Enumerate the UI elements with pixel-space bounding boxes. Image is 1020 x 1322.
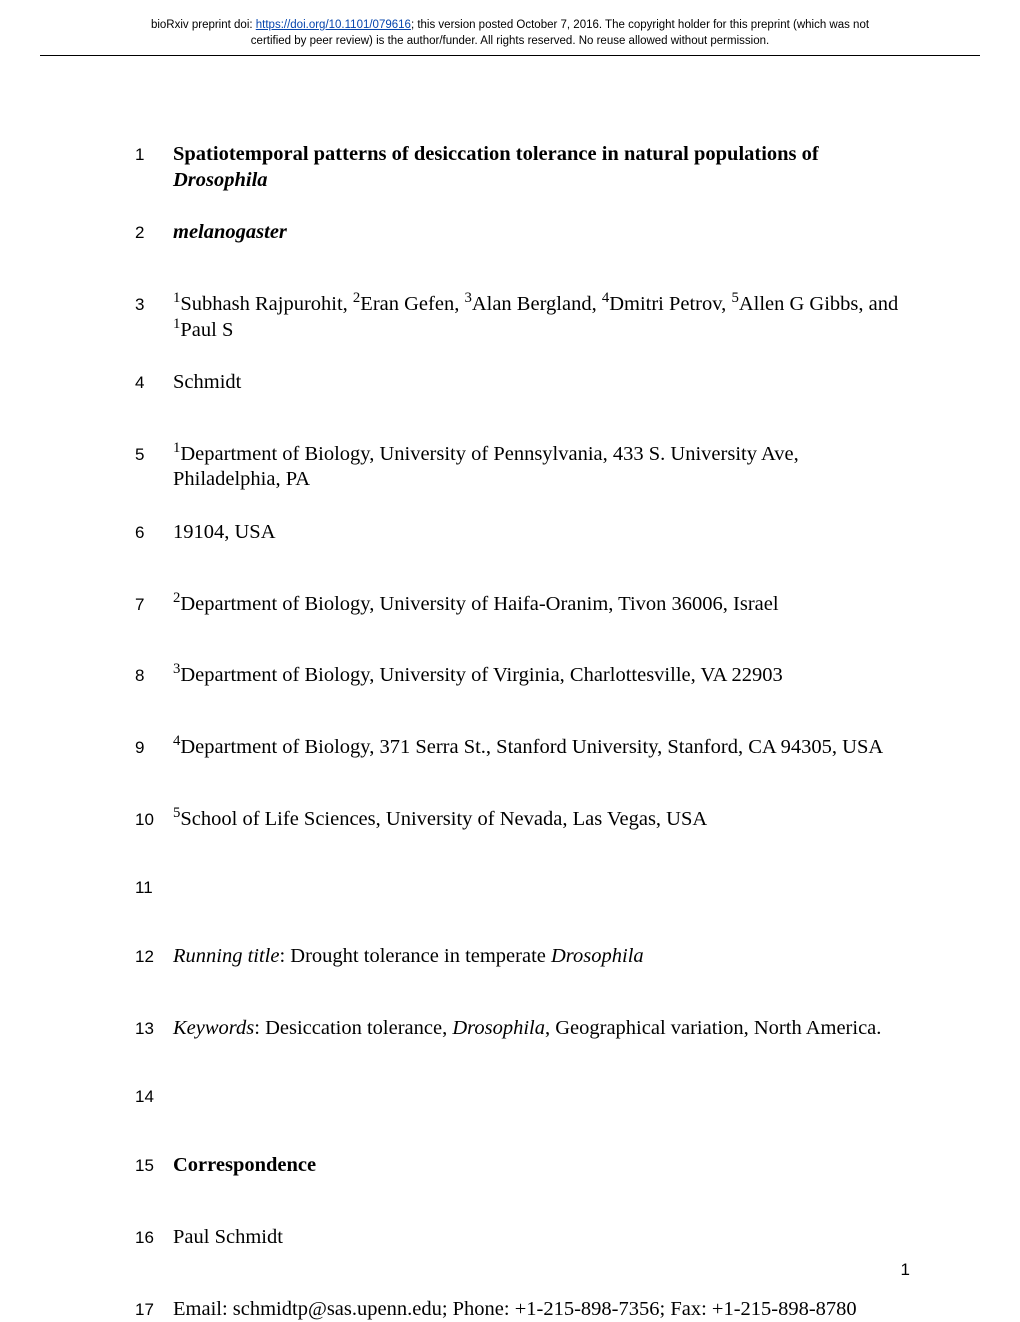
- preprint-header: bioRxiv preprint doi: https://doi.org/10…: [0, 0, 1020, 55]
- line-number: 8: [135, 666, 173, 686]
- affiliation-2: 2Department of Biology, University of Ha…: [173, 592, 779, 618]
- line-number: 6: [135, 523, 173, 543]
- line-number: 10: [135, 810, 173, 830]
- content: 1 Spatiotemporal patterns of desiccation…: [0, 56, 1020, 1322]
- line-11: 11: [135, 878, 910, 898]
- affiliation-5: 5School of Life Sciences, University of …: [173, 807, 707, 833]
- line-2: 2 melanogaster: [135, 220, 910, 246]
- line-number: 17: [135, 1300, 173, 1320]
- preprint-line2: certified by peer review) is the author/…: [251, 35, 769, 47]
- line-6: 6 19104, USA: [135, 520, 910, 546]
- line-number: 7: [135, 595, 173, 615]
- correspondence-heading: Correspondence: [173, 1153, 316, 1179]
- running-title-text: : Drought tolerance in temperate: [279, 945, 551, 967]
- authors-line-1: 1Subhash Rajpurohit, 2Eran Gefen, 3Alan …: [173, 292, 910, 343]
- contact-info: Email: schmidtp@sas.upenn.edu; Phone: +1…: [173, 1297, 857, 1322]
- line-number: 11: [135, 878, 173, 898]
- affil-text: Department of Biology, 371 Serra St., St…: [180, 736, 883, 758]
- title-text: Spatiotemporal patterns of desiccation t…: [173, 143, 819, 165]
- preprint-line1-pre: bioRxiv preprint doi:: [151, 19, 256, 31]
- author-3: Alan Bergland,: [472, 293, 602, 315]
- line-number: 1: [135, 145, 173, 165]
- running-title: Running title: Drought tolerance in temp…: [173, 944, 644, 970]
- affil-text: Department of Biology, University of Hai…: [180, 593, 778, 615]
- line-4: 4 Schmidt: [135, 370, 910, 396]
- keywords-text-2: , Geographical variation, North America.: [545, 1017, 881, 1039]
- line-15: 15 Correspondence: [135, 1153, 910, 1179]
- authors-line-2: Schmidt: [173, 370, 241, 396]
- line-number: 9: [135, 738, 173, 758]
- line-16: 16 Paul Schmidt: [135, 1225, 910, 1251]
- line-14: 14: [135, 1087, 910, 1107]
- line-number: 14: [135, 1087, 173, 1107]
- line-number: 12: [135, 947, 173, 967]
- line-number: 15: [135, 1156, 173, 1176]
- line-number: 5: [135, 445, 173, 465]
- affil-text: Department of Biology, University of Vir…: [180, 664, 782, 686]
- author-4: Dmitri Petrov,: [609, 293, 731, 315]
- affiliation-1-line-1: 1Department of Biology, University of Pe…: [173, 442, 910, 493]
- page: bioRxiv preprint doi: https://doi.org/10…: [0, 0, 1020, 1320]
- author-5: Allen G Gibbs, and: [739, 293, 898, 315]
- line-13: 13 Keywords: Desiccation tolerance, Dros…: [135, 1016, 910, 1042]
- affil-text: Department of Biology, University of Pen…: [173, 443, 799, 491]
- line-number: 13: [135, 1019, 173, 1039]
- affiliation-4: 4Department of Biology, 371 Serra St., S…: [173, 735, 883, 761]
- title-line-1: Spatiotemporal patterns of desiccation t…: [173, 142, 910, 193]
- line-12: 12 Running title: Drought tolerance in t…: [135, 944, 910, 970]
- author-2: Eran Gefen,: [360, 293, 464, 315]
- affil-sup: 5: [731, 290, 738, 306]
- doi-link[interactable]: https://doi.org/10.1101/079616: [256, 19, 411, 31]
- line-17: 17 Email: schmidtp@sas.upenn.edu; Phone:…: [135, 1297, 910, 1322]
- preprint-line1-post: ; this version posted October 7, 2016. T…: [411, 19, 869, 31]
- keywords: Keywords: Desiccation tolerance, Drosoph…: [173, 1016, 881, 1042]
- line-10: 10 5School of Life Sciences, University …: [135, 807, 910, 833]
- keywords-species: Drosophila: [452, 1017, 545, 1039]
- line-7: 7 2Department of Biology, University of …: [135, 592, 910, 618]
- line-1: 1 Spatiotemporal patterns of desiccation…: [135, 142, 910, 193]
- page-number: 1: [901, 1260, 910, 1280]
- line-3: 3 1Subhash Rajpurohit, 2Eran Gefen, 3Ala…: [135, 292, 910, 343]
- affiliation-1-line-2: 19104, USA: [173, 520, 276, 546]
- running-title-species: Drosophila: [551, 945, 644, 967]
- line-9: 9 4Department of Biology, 371 Serra St.,…: [135, 735, 910, 761]
- line-8: 8 3Department of Biology, University of …: [135, 663, 910, 689]
- corresponding-author: Paul Schmidt: [173, 1225, 283, 1251]
- line-number: 4: [135, 373, 173, 393]
- line-number: 16: [135, 1228, 173, 1248]
- affil-text: School of Life Sciences, University of N…: [180, 808, 707, 830]
- line-number: 2: [135, 223, 173, 243]
- line-5: 5 1Department of Biology, University of …: [135, 442, 910, 493]
- keywords-label: Keywords: [173, 1017, 254, 1039]
- running-title-label: Running title: [173, 945, 279, 967]
- author-6: Paul S: [180, 319, 233, 341]
- title-species: Drosophila: [173, 169, 268, 191]
- affiliation-3: 3Department of Biology, University of Vi…: [173, 663, 783, 689]
- line-number: 3: [135, 295, 173, 315]
- title-line-2: melanogaster: [173, 220, 287, 246]
- keywords-text-1: : Desiccation tolerance,: [254, 1017, 452, 1039]
- author-1: Subhash Rajpurohit,: [180, 293, 353, 315]
- affil-sup: 3: [464, 290, 471, 306]
